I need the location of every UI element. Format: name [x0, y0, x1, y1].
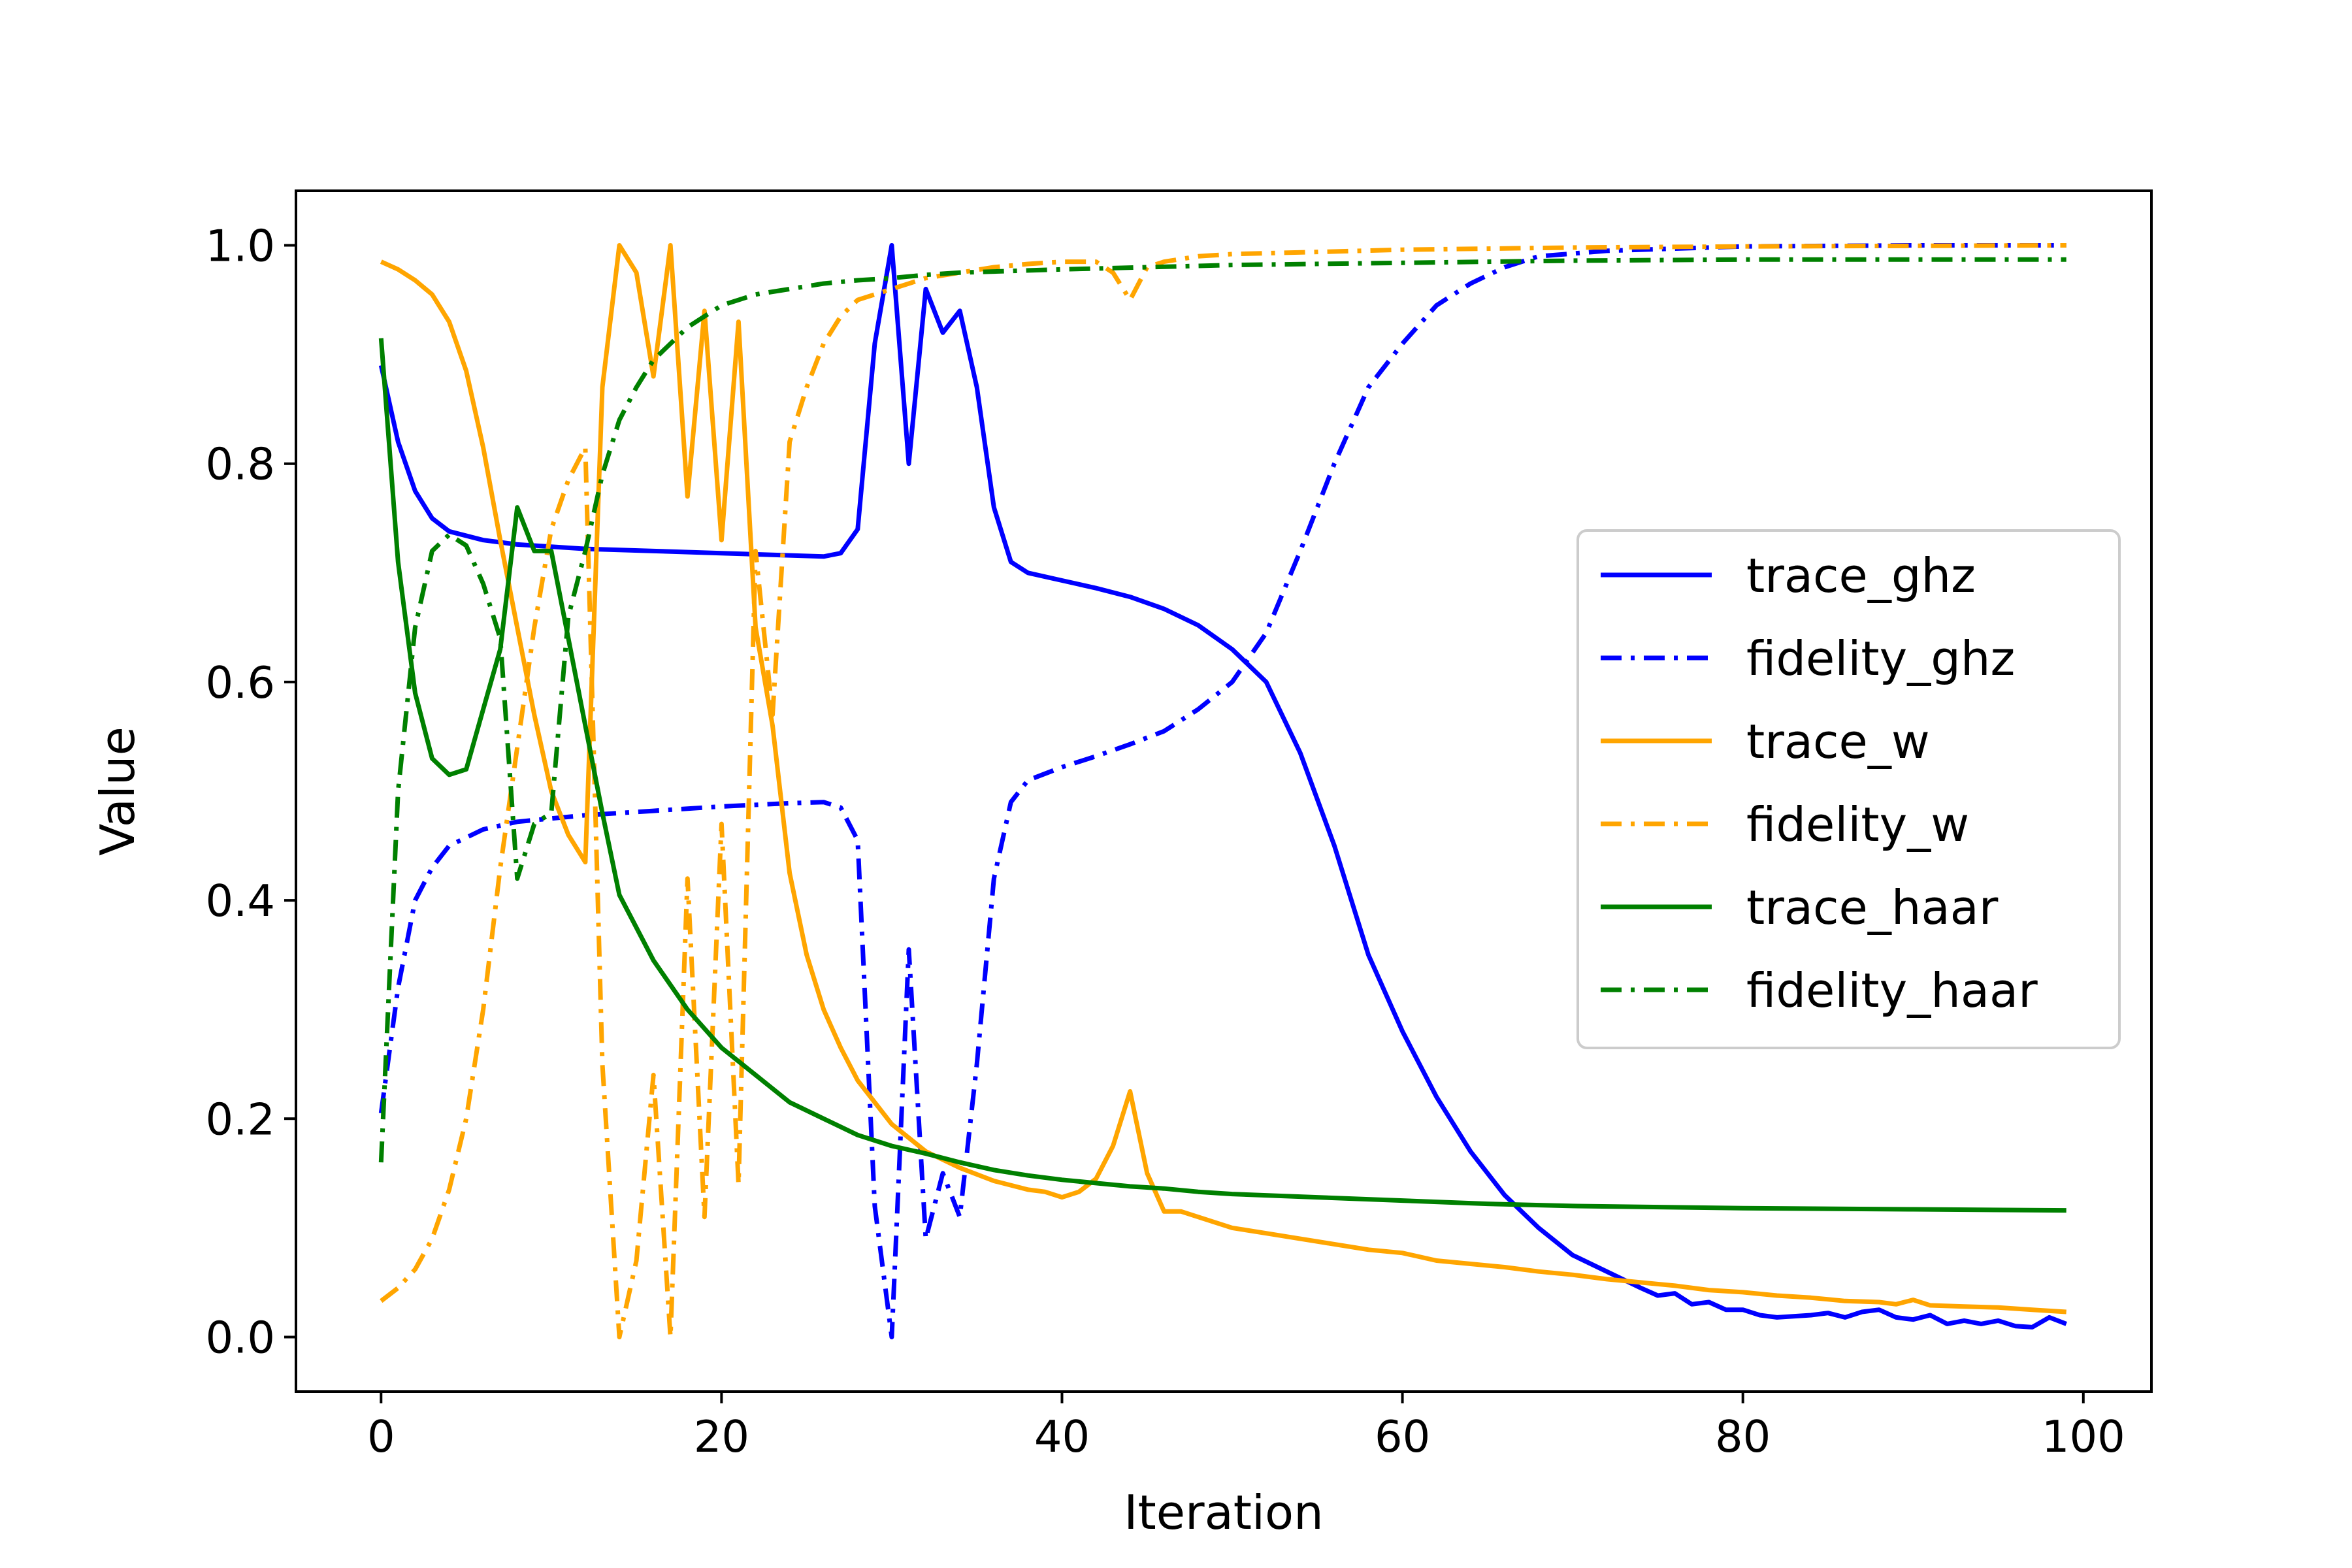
x-tick-label: 100 [2042, 1411, 2125, 1462]
series-line-trace-ghz [378, 243, 2067, 1330]
x-tick-label: 20 [694, 1411, 749, 1462]
legend: trace_ghz fidelity_ghz trace_w fidelity_wtr… [1576, 529, 2121, 1049]
axes-layer: 0 20 40 60 80 100 0.0 0.2 0.4 0.6 0.8 1.0 [205, 189, 2153, 1462]
y-tick-label: 0.2 [205, 1094, 275, 1145]
series-layer [378, 243, 2067, 1339]
y-tick-label: 0.4 [205, 875, 275, 926]
x-axis-label: Iteration [1124, 1485, 1323, 1540]
y-tick-label: 0.0 [205, 1312, 275, 1363]
y-tick-label: 0.8 [205, 439, 275, 490]
legend-label-trace-haar: trace_haar [1746, 880, 1999, 935]
legend-label-fidelity-ghz: fidelity_ghz [1746, 631, 2015, 686]
series-line-trace-w [380, 243, 2066, 1315]
y-tick-label: 0.6 [205, 657, 275, 708]
y-axis-label: Value [90, 727, 145, 856]
series-line-trace-haar [378, 338, 2066, 1213]
x-tick-label: 80 [1715, 1411, 1771, 1462]
legend-box [1576, 529, 2121, 1049]
series-line-fidelity-w [380, 243, 2066, 1339]
series-line-fidelity-haar [378, 257, 2066, 1163]
x-tick-label: 0 [367, 1411, 395, 1462]
x-tick-label: 40 [1034, 1411, 1090, 1462]
y-tick-label: 1.0 [205, 221, 275, 272]
legend-label-trace-w: trace_w [1746, 714, 1930, 769]
x-tick-label: 60 [1375, 1411, 1430, 1462]
legend-label-trace-ghz: trace_ghz [1746, 548, 1976, 603]
legend-label-fidelity-haar: fidelity_haar [1746, 963, 2038, 1018]
legend-label-fidelity-w: fidelity_w [1746, 797, 1969, 852]
plot-area-frame [295, 189, 2153, 1393]
